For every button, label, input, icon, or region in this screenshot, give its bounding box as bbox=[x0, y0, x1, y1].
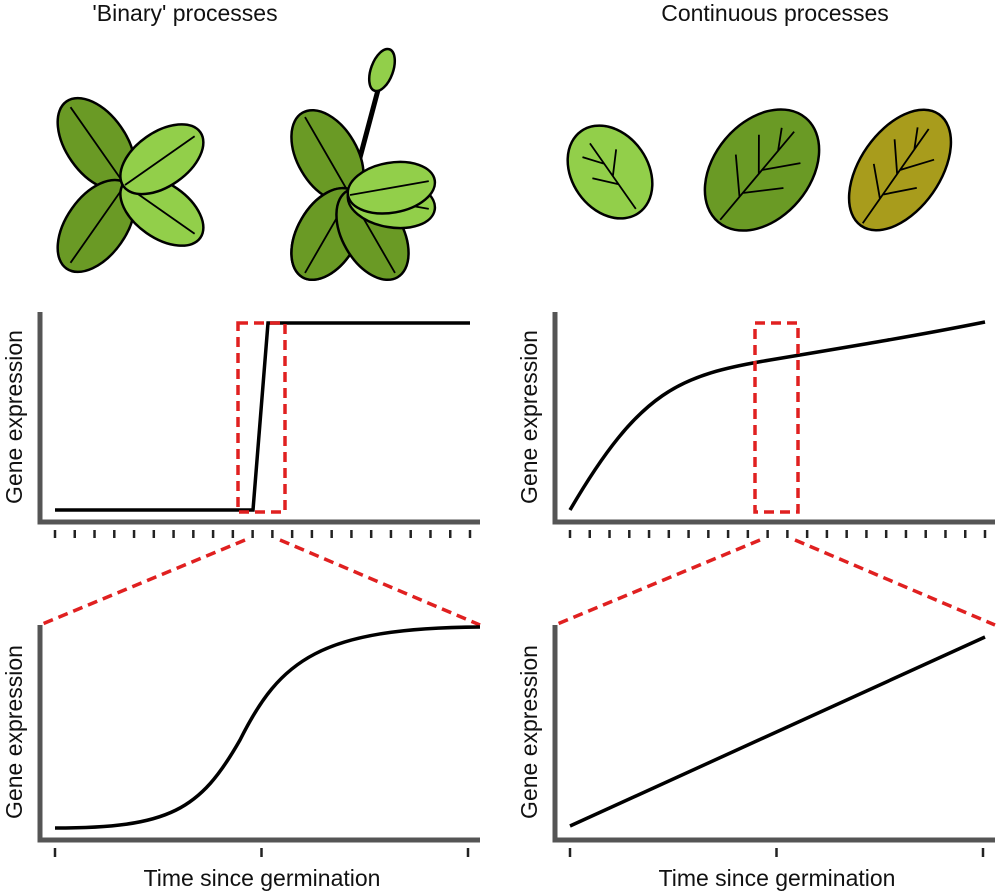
y-axis-label: Gene expression bbox=[516, 645, 542, 819]
x-axis-label: Time since germination bbox=[659, 865, 896, 891]
saturating-curve bbox=[568, 320, 986, 511]
sigmoid-curve bbox=[54, 625, 481, 830]
zoom-box bbox=[236, 321, 287, 514]
zoom-connector bbox=[39, 538, 996, 627]
zoom-box bbox=[753, 321, 800, 514]
linear-curve bbox=[569, 635, 986, 828]
axis bbox=[552, 312, 995, 525]
right-title: Continuous processes bbox=[661, 0, 889, 26]
left-title: 'Binary' processes bbox=[92, 0, 277, 26]
axis bbox=[552, 625, 995, 843]
axis bbox=[37, 312, 480, 525]
axis bbox=[37, 625, 480, 843]
senescent-leaf bbox=[847, 108, 953, 232]
rosette-plant bbox=[56, 96, 205, 274]
y-axis-label: Gene expression bbox=[1, 330, 27, 504]
x-axis-label: Time since germination bbox=[144, 865, 381, 891]
ticks bbox=[53, 530, 987, 857]
y-axis-label: Gene expression bbox=[516, 330, 542, 504]
young-leaf bbox=[566, 124, 654, 220]
mature-leaf bbox=[703, 108, 821, 232]
flowering-plant bbox=[290, 47, 437, 282]
step-curve bbox=[55, 321, 470, 512]
y-axis-label: Gene expression bbox=[1, 645, 27, 819]
